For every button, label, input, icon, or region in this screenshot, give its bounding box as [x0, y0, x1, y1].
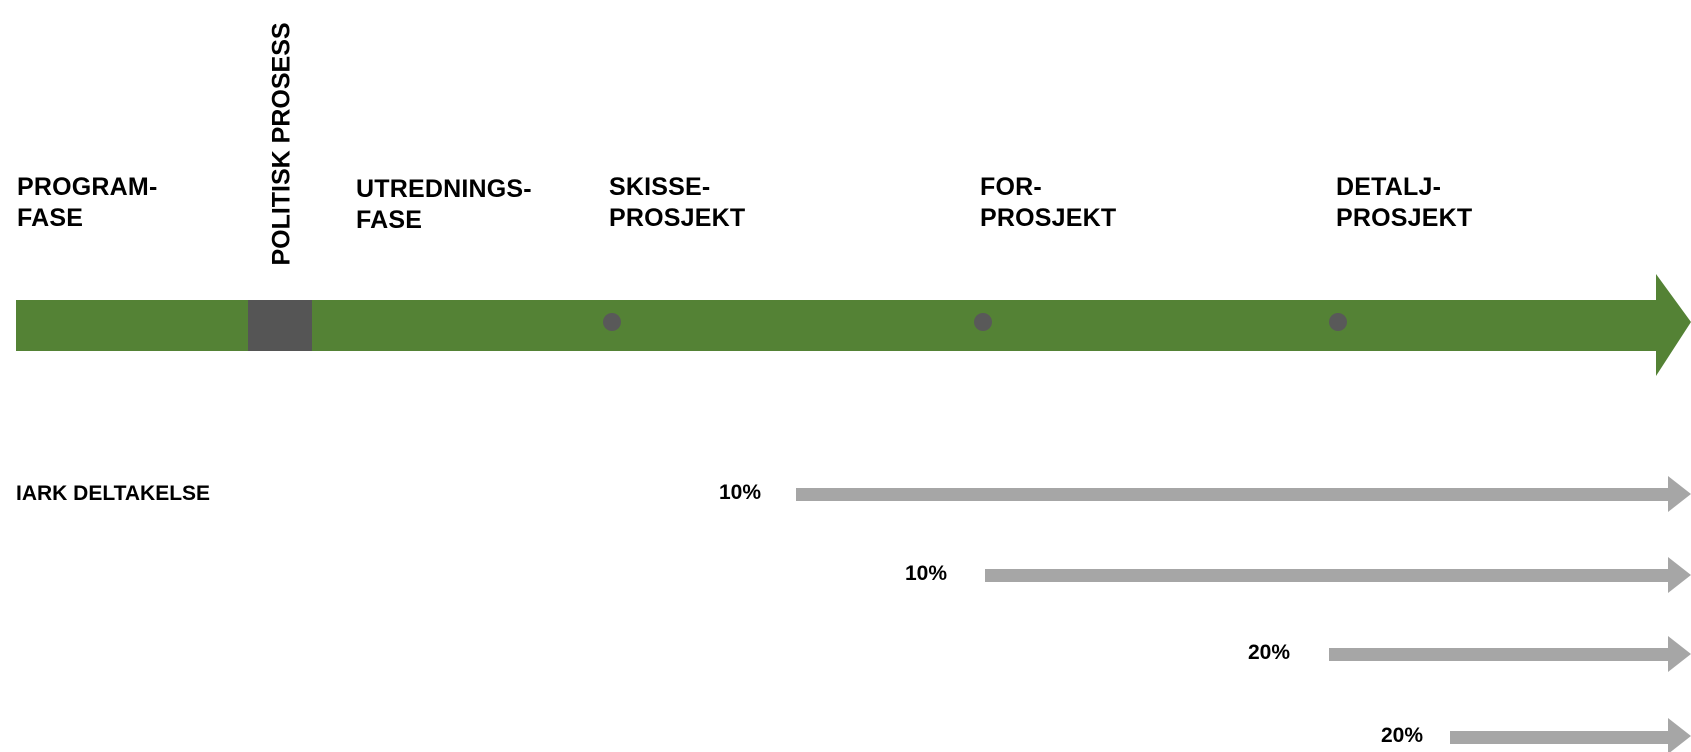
phase-line2: PROSJEKT: [1336, 204, 1473, 232]
political-process-label: POLITISK PROSESS: [267, 10, 297, 278]
phase-forprosjekt: FOR- PROSJEKT: [980, 172, 1116, 234]
participation-arrow-2: [985, 557, 1691, 593]
phase-line2: PROSJEKT: [980, 204, 1117, 232]
political-process-gate: [248, 300, 312, 351]
phase-line2: FASE: [17, 204, 84, 232]
phase-skisseprosjekt: SKISSE- PROSJEKT: [609, 172, 745, 234]
phase-line1: FOR-: [980, 173, 1042, 201]
main-timeline-arrow: [16, 274, 1691, 376]
participation-arrow-1: [796, 476, 1691, 512]
political-process-text: POLITISK PROSESS: [267, 22, 296, 266]
participation-percent-1: 10%: [719, 481, 762, 504]
milestone-forprosjekt: [974, 313, 992, 331]
phase-line2: PROSJEKT: [609, 204, 746, 232]
phase-detaljprosjekt: DETALJ- PROSJEKT: [1336, 172, 1472, 234]
milestone-skisseprosjekt: [603, 313, 621, 331]
milestone-detaljprosjekt: [1329, 313, 1347, 331]
participation-percent-3: 20%: [1248, 641, 1291, 664]
participation-arrow-3: [1329, 636, 1691, 672]
phase-utredningsfase: UTREDNINGS- FASE: [356, 174, 532, 236]
participation-percent-2: 10%: [905, 562, 948, 585]
phase-line1: PROGRAM-: [17, 173, 158, 201]
phase-programfase: PROGRAM- FASE: [17, 172, 157, 234]
phase-line1: UTREDNINGS-: [356, 175, 532, 203]
phase-line2: FASE: [356, 206, 423, 234]
phase-line1: DETALJ-: [1336, 173, 1442, 201]
participation-arrow-4: [1450, 718, 1691, 752]
phase-line1: SKISSE-: [609, 173, 711, 201]
participation-percent-4: 20%: [1381, 724, 1424, 747]
participation-label: IARK DELTAKELSE: [16, 482, 211, 505]
